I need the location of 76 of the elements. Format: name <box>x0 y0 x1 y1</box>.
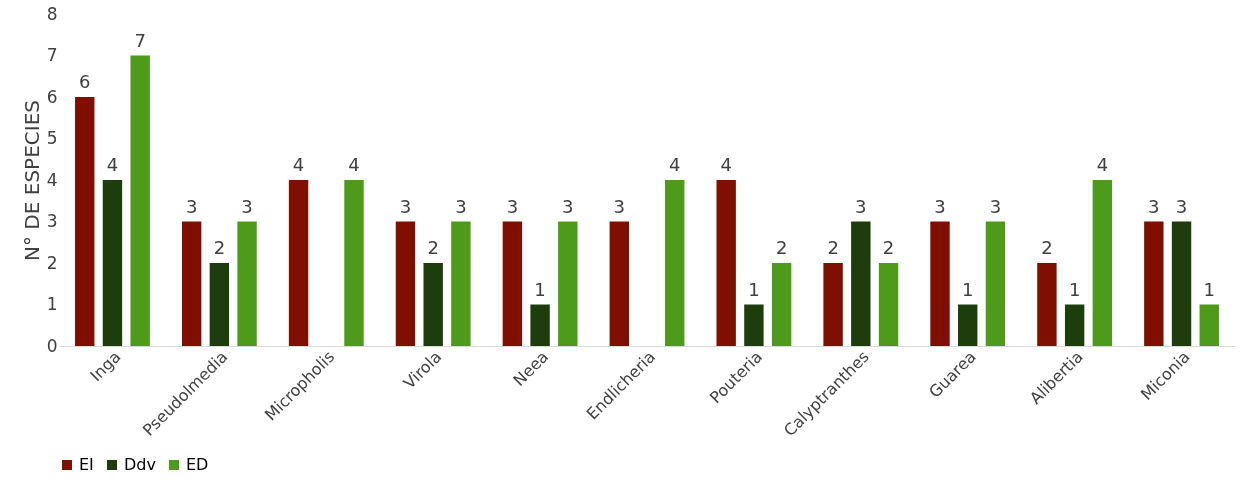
x-tick-label: Inga <box>86 347 125 386</box>
data-label: 2 <box>1041 237 1053 258</box>
y-tick-label: 7 <box>46 45 58 65</box>
bar <box>344 180 364 346</box>
data-label: 3 <box>1175 195 1188 217</box>
y-tick-label: 5 <box>46 128 58 148</box>
data-label: 2 <box>213 237 226 258</box>
data-label: 4 <box>1096 154 1109 175</box>
legend-label: Ddv <box>124 455 156 474</box>
data-label: 7 <box>134 29 146 51</box>
data-label: 3 <box>989 195 1002 217</box>
y-axis-title: N° DE ESPECIES <box>19 100 44 261</box>
data-label: 2 <box>427 237 439 258</box>
bar <box>665 180 685 346</box>
data-label: 3 <box>506 195 519 217</box>
bar <box>502 221 523 346</box>
bar <box>1144 221 1164 346</box>
data-label: 3 <box>934 195 946 217</box>
bar <box>1199 304 1219 346</box>
bar <box>609 221 629 346</box>
bar <box>958 304 978 346</box>
bar <box>75 97 95 346</box>
data-label: 3 <box>855 195 867 217</box>
bar <box>102 180 123 346</box>
bar <box>395 221 416 346</box>
bar <box>1037 263 1057 346</box>
bar <box>237 221 257 346</box>
data-label: 1 <box>1068 278 1081 300</box>
legend-label: ED <box>186 455 209 474</box>
bar <box>716 180 736 346</box>
data-label: 3 <box>455 195 467 217</box>
data-label: 3 <box>562 195 574 217</box>
y-tick-label: 0 <box>46 335 58 356</box>
bar <box>823 263 843 346</box>
data-label: 3 <box>613 195 626 217</box>
bar <box>878 263 899 346</box>
data-label: 6 <box>79 71 91 92</box>
legend-label: EI <box>79 455 94 474</box>
bar <box>1064 304 1085 346</box>
data-label: 1 <box>534 278 546 300</box>
data-label: 1 <box>748 278 760 300</box>
bar <box>851 221 871 346</box>
y-tick-label: 8 <box>46 3 58 24</box>
bar <box>530 304 550 346</box>
data-label: 2 <box>775 237 788 258</box>
bar <box>558 221 578 346</box>
bar <box>930 221 950 346</box>
data-label: 4 <box>668 154 681 175</box>
data-label: 4 <box>106 154 119 175</box>
data-label: 4 <box>720 154 732 175</box>
bar <box>451 221 471 346</box>
y-tick-label: 4 <box>46 169 58 190</box>
data-label: 3 <box>1148 195 1160 217</box>
data-label: 2 <box>882 237 895 258</box>
bar <box>181 221 202 346</box>
bar <box>423 263 443 346</box>
data-label: 1 <box>1203 278 1215 300</box>
data-label: 2 <box>827 237 839 258</box>
data-label: 1 <box>962 278 974 300</box>
bar <box>1092 180 1113 346</box>
bar <box>771 263 792 346</box>
bar <box>744 304 764 346</box>
y-tick-label: 1 <box>46 294 58 314</box>
y-tick-label: 3 <box>46 211 58 231</box>
bar <box>1171 221 1192 346</box>
bar <box>985 221 1006 346</box>
data-label: 3 <box>399 195 412 217</box>
y-tick-label: 2 <box>46 252 58 273</box>
data-label: 3 <box>241 195 253 217</box>
data-label: 3 <box>185 195 198 217</box>
data-label: 4 <box>348 154 360 175</box>
bar <box>130 55 150 346</box>
bar <box>288 180 309 346</box>
data-label: 4 <box>292 154 305 175</box>
y-tick-label: 6 <box>46 86 58 107</box>
bar <box>209 263 230 346</box>
